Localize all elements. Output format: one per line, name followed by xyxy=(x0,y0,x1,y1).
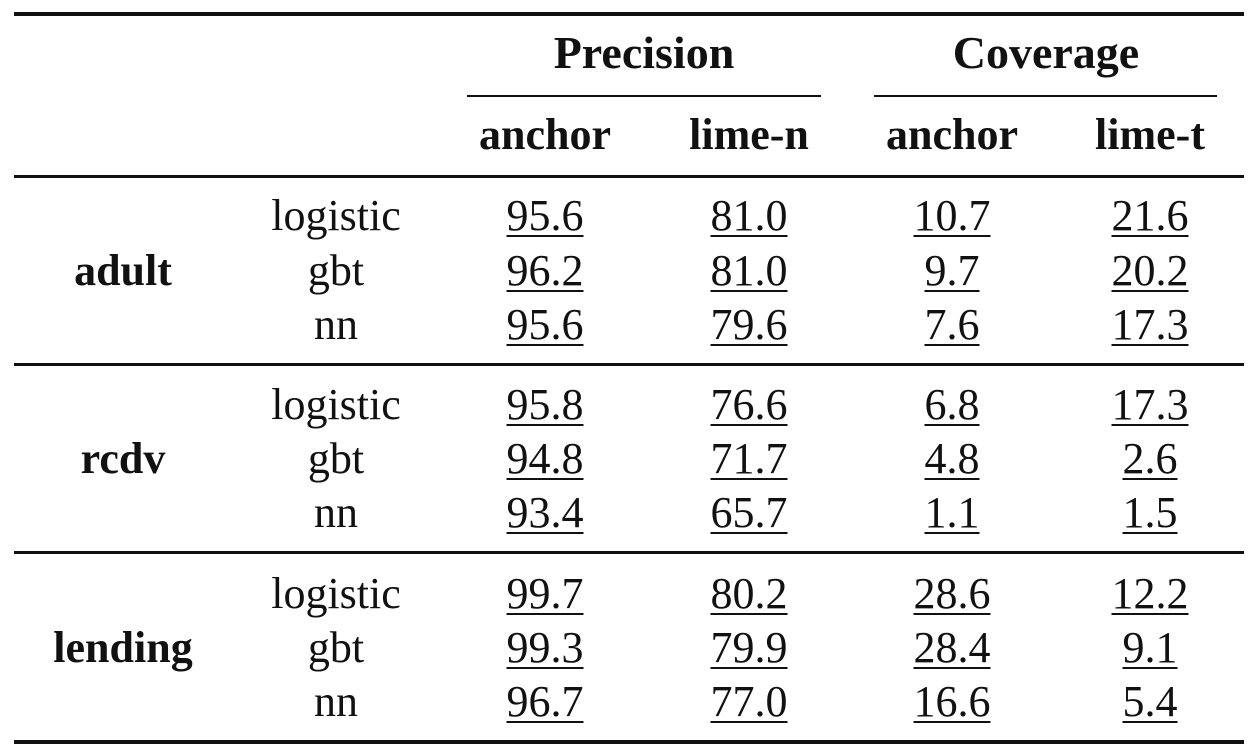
table-cell: 4.8 xyxy=(924,434,980,483)
table-cell: 65.7 xyxy=(710,488,788,537)
table-cell: 81.0 xyxy=(710,191,788,240)
model-label: gbt xyxy=(307,246,365,295)
table-cell: 7.6 xyxy=(924,300,980,349)
model-label: gbt xyxy=(307,434,365,483)
header-rule xyxy=(14,175,1244,178)
dataset-label: rcdv xyxy=(80,434,166,483)
table-cell: 76.6 xyxy=(710,380,788,429)
table-cell: 9.7 xyxy=(924,246,980,295)
table-cell: 71.7 xyxy=(710,434,788,483)
table-cell: 17.3 xyxy=(1111,300,1189,349)
bottom-rule xyxy=(14,740,1244,744)
table-cell: 2.6 xyxy=(1122,434,1178,483)
table-cell: 79.9 xyxy=(710,623,788,672)
table-cell: 21.6 xyxy=(1111,191,1189,240)
section-rule-1 xyxy=(14,363,1244,366)
model-label: gbt xyxy=(307,623,365,672)
precision-group-rule xyxy=(467,95,821,97)
table-cell: 17.3 xyxy=(1111,380,1189,429)
table-cell: 95.6 xyxy=(506,300,584,349)
dataset-label: lending xyxy=(53,623,193,672)
model-label: nn xyxy=(314,300,358,349)
table-cell: 96.2 xyxy=(506,246,584,295)
column-header-precision-anchor: anchor xyxy=(479,110,611,159)
column-header-coverage-lime-t: lime-t xyxy=(1095,110,1205,159)
table-cell: 95.6 xyxy=(506,191,584,240)
table-cell: 80.2 xyxy=(710,569,788,618)
model-label: logistic xyxy=(271,380,401,429)
table-cell: 9.1 xyxy=(1122,623,1178,672)
model-label: nn xyxy=(314,677,358,726)
table-cell: 93.4 xyxy=(506,488,584,537)
model-label: logistic xyxy=(271,569,401,618)
table-cell: 96.7 xyxy=(506,677,584,726)
table-cell: 20.2 xyxy=(1111,246,1189,295)
table-cell: 1.5 xyxy=(1122,488,1178,537)
model-label: nn xyxy=(314,488,358,537)
model-label: logistic xyxy=(271,191,401,240)
group-header-coverage: Coverage xyxy=(952,27,1140,78)
table-cell: 79.6 xyxy=(710,300,788,349)
table-cell: 1.1 xyxy=(924,488,980,537)
dataset-label: adult xyxy=(74,246,172,295)
table-cell: 5.4 xyxy=(1122,677,1178,726)
column-header-precision-lime-n: lime-n xyxy=(689,110,809,159)
table-cell: 99.7 xyxy=(506,569,584,618)
section-rule-2 xyxy=(14,551,1244,554)
table-cell: 10.7 xyxy=(913,191,991,240)
table-cell: 16.6 xyxy=(913,677,991,726)
table-cell: 95.8 xyxy=(506,380,584,429)
group-header-precision: Precision xyxy=(553,27,735,78)
table-cell: 99.3 xyxy=(506,623,584,672)
table-cell: 12.2 xyxy=(1111,569,1189,618)
table-cell: 94.8 xyxy=(506,434,584,483)
column-header-coverage-anchor: anchor xyxy=(886,110,1018,159)
table-cell: 77.0 xyxy=(710,677,788,726)
table-cell: 6.8 xyxy=(924,380,980,429)
coverage-group-rule xyxy=(874,95,1217,97)
table-cell: 81.0 xyxy=(710,246,788,295)
table-cell: 28.6 xyxy=(913,569,991,618)
top-rule xyxy=(14,12,1244,16)
table-cell: 28.4 xyxy=(913,623,991,672)
